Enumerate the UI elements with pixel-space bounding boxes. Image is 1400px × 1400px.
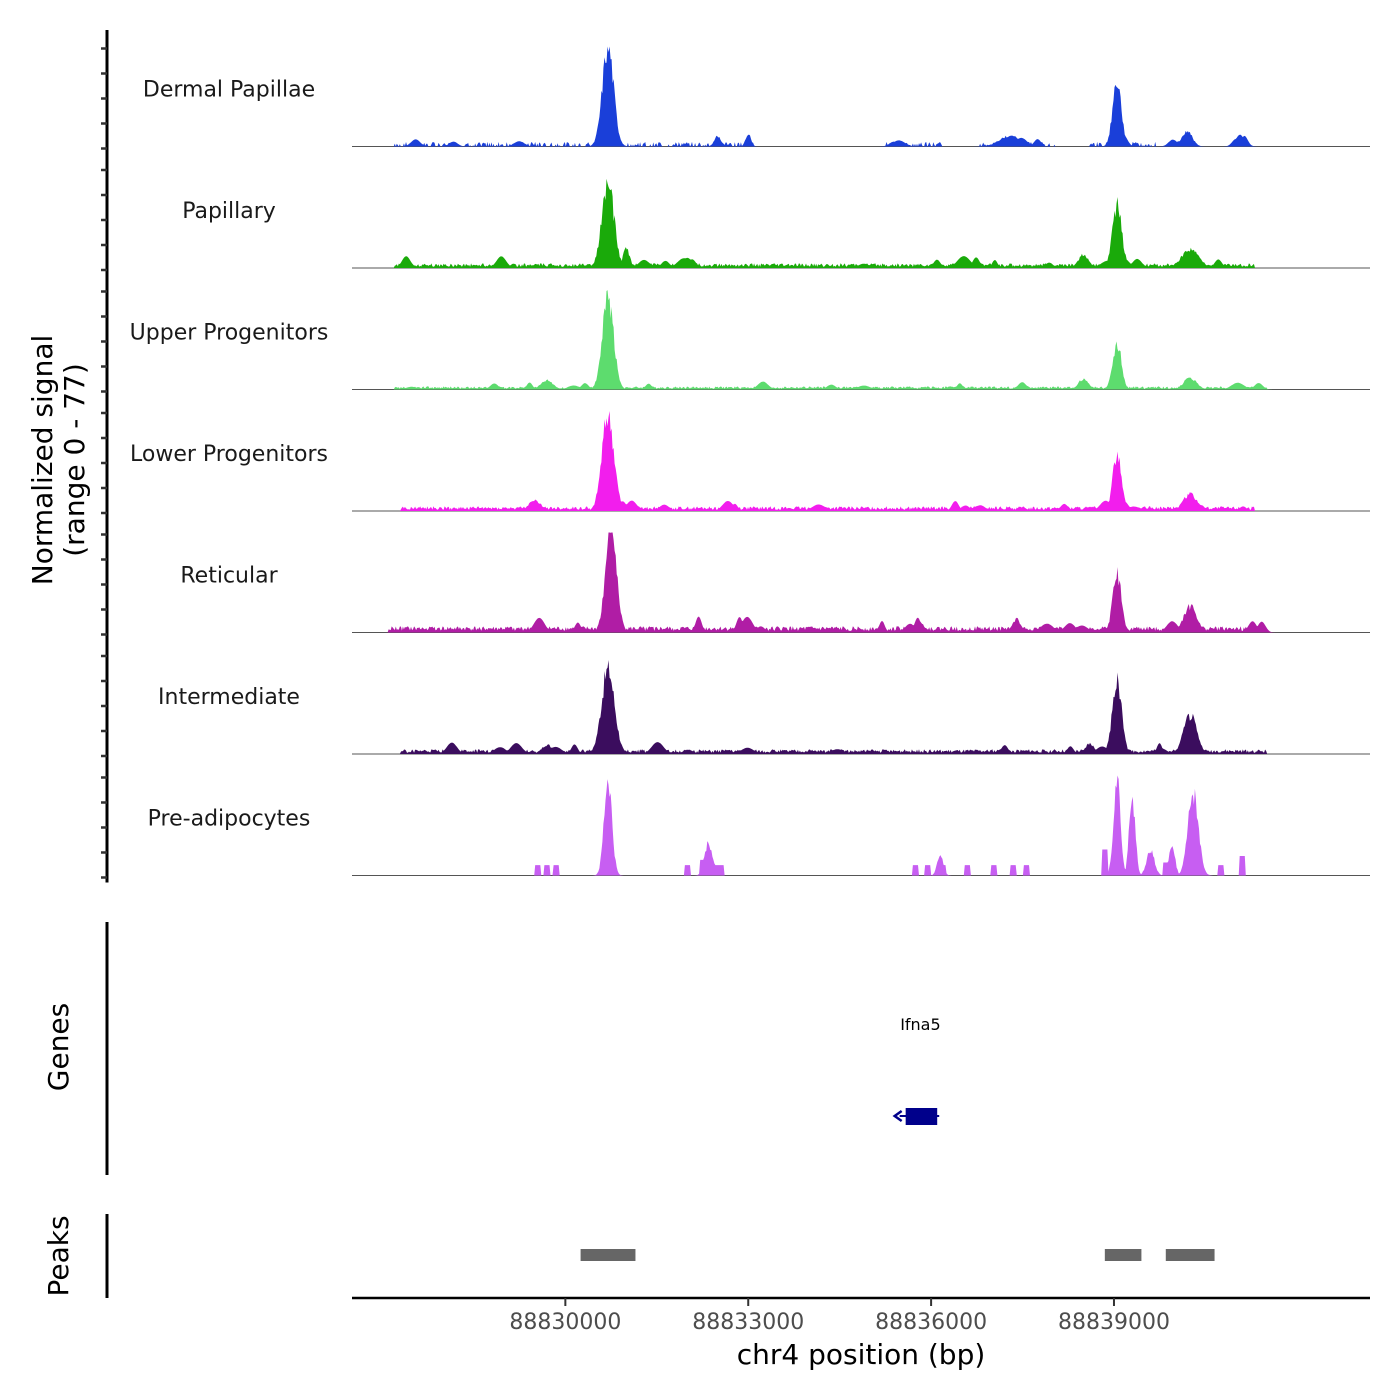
track-label: Reticular (180, 564, 278, 589)
track-label: Intermediate (158, 685, 300, 710)
y-axis-range: (range 0 - 77) (58, 363, 91, 557)
coverage-track (352, 178, 1370, 269)
coverage-area (352, 46, 1370, 147)
coverage-y-axis (101, 30, 109, 883)
coverage-track (352, 46, 1370, 147)
track-label: Papillary (182, 199, 276, 224)
x-tick-label: 88836000 (875, 1310, 987, 1335)
peaks-track (580, 1249, 1215, 1261)
peak-region (1165, 1249, 1215, 1261)
gene-strand-arrow (892, 1109, 903, 1123)
track-label: Lower Progenitors (130, 442, 328, 467)
track-labels: Dermal Papillae Papillary Upper Progenitor… (130, 78, 329, 832)
x-tick-label: 88830000 (509, 1310, 621, 1335)
x-axis: 88830000 88833000 88836000 88839000 (509, 1298, 1170, 1335)
coverage-area (352, 775, 1370, 876)
x-axis-title: chr4 position (bp) (737, 1338, 986, 1371)
x-tick-label: 88839000 (1058, 1310, 1170, 1335)
track-label: Upper Progenitors (130, 321, 329, 346)
coverage-track (352, 660, 1370, 755)
coverage-area (352, 178, 1370, 268)
peak-region (1104, 1249, 1142, 1261)
coverage-area (352, 411, 1370, 511)
genes-panel-title: Genes (42, 1003, 75, 1091)
x-tick-label: 88833000 (692, 1310, 804, 1335)
coverage-track (352, 411, 1370, 512)
coverage-area (352, 532, 1370, 633)
coverage-tracks (352, 46, 1370, 876)
coverage-track (352, 775, 1370, 876)
genes-track: Ifna5 (892, 1015, 941, 1125)
peak-region (580, 1249, 636, 1261)
coverage-area (352, 660, 1370, 754)
gene-label: Ifna5 (900, 1015, 940, 1034)
coverage-track (352, 290, 1370, 390)
y-axis-title: Normalized signal (26, 335, 59, 586)
track-label: Pre-adipocytes (148, 807, 311, 832)
track-label: Dermal Papillae (143, 78, 315, 103)
coverage-area (352, 290, 1370, 390)
peaks-panel-title: Peaks (42, 1215, 75, 1296)
coverage-track (352, 532, 1370, 633)
